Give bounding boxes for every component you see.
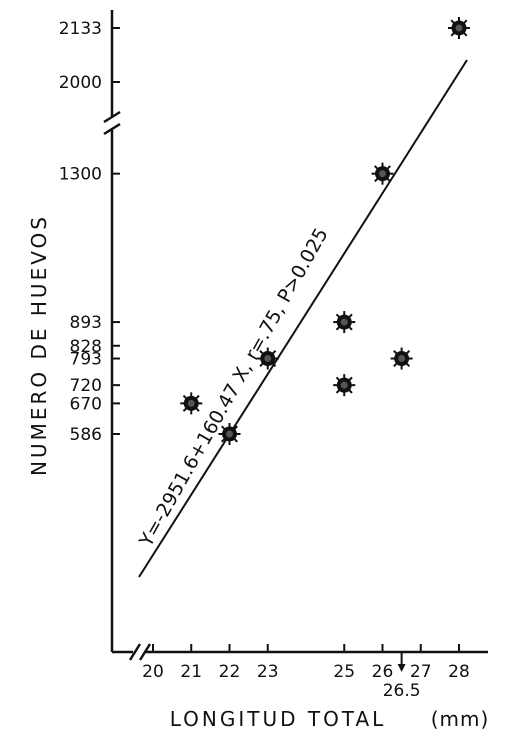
data-point [218,423,241,445]
data-point [390,347,413,370]
x-axis-break-mark [138,643,152,661]
point-center [455,24,463,32]
x-axis-unit: (mm) [431,707,490,731]
x-tick-label: 28 [448,662,470,682]
y-axis-break-mark [103,110,121,124]
y-tick-label: 586 [70,425,102,445]
data-point [333,311,356,334]
y-tick-label: 793 [70,350,102,370]
x-tick-label: 23 [257,662,279,682]
y-tick-label: 893 [70,313,102,333]
x-marker-label: 26.5 [383,681,421,701]
y-tick-label: 2000 [59,73,102,93]
data-point [448,17,470,39]
x-tick-label: 22 [219,662,241,682]
regression-equation: Y=-2951.6+160.47 X, r=.75, P>0.025 [135,224,333,551]
x-tick-label: 27 [410,662,432,682]
x-axis-break-mark [128,643,142,661]
y-tick-label: 828 [70,337,102,357]
x-tick-label: 20 [142,662,164,682]
point-center [187,399,195,407]
data-point [333,374,356,397]
point-center [264,355,272,363]
y-axis-break-mark [103,122,121,136]
y-tick-label: 720 [70,376,102,396]
point-center [340,318,348,326]
data-point [180,392,203,415]
x-tick-label: 21 [180,662,202,682]
x-axis-title: LONGITUD TOTAL [170,707,387,731]
y-tick-label: 2133 [59,19,102,39]
point-center [226,430,233,438]
data-points [180,17,470,445]
point-center [340,381,348,389]
x-marker-arrow-icon [397,664,406,672]
x-tick-label: 26 [372,662,394,682]
y-axis-title: NUMERO DE HUEVOS [27,214,51,476]
regression-line-group: Y=-2951.6+160.47 X, r=.75, P>0.025 [135,59,468,578]
regression-line [138,59,468,578]
data-point [256,347,279,370]
point-center [398,355,406,363]
x-tick-label: 25 [333,662,355,682]
y-tick-label: 1300 [59,165,102,185]
point-center [379,170,386,178]
y-tick-label: 670 [70,394,102,414]
data-point [371,162,394,185]
axes [103,10,488,672]
